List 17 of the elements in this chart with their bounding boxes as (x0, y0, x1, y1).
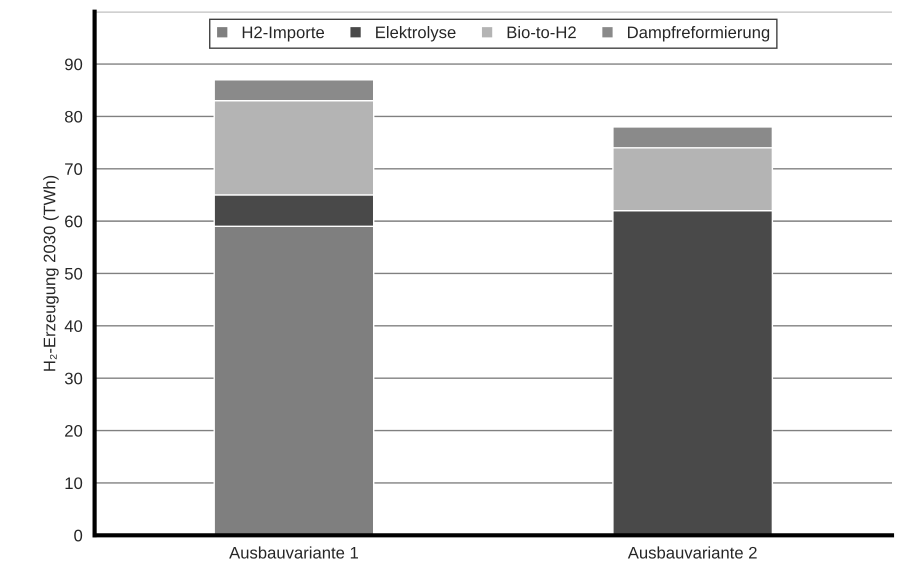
y-tick-label: 70 (65, 163, 82, 175)
y-tick-label: 10 (66, 477, 82, 490)
legend-label: H2-Importe (242, 26, 324, 42)
y-tick-label: 0 (74, 530, 82, 542)
y-tick-label: 80 (64, 110, 82, 123)
legend-label: Elektrolyse (376, 26, 456, 42)
y-tick-label: 50 (64, 268, 82, 280)
y-tick-label: 40 (64, 320, 82, 332)
legend-label: Dampfreformierung (628, 26, 770, 42)
y-tick-label: 30 (64, 372, 82, 384)
y-tick-label: 60 (65, 216, 82, 228)
legend-label: Bio-to-H2 (508, 26, 576, 38)
x-tick-label: Ausbauvariante 1 (229, 546, 358, 559)
x-tick-label: Ausbauvariante 2 (628, 546, 757, 559)
y-tick-label: 90 (65, 58, 82, 70)
y-axis-title: H₂-Erzeugung 2030 (TWh) (43, 176, 59, 371)
y-tick-label: 20 (65, 424, 82, 437)
